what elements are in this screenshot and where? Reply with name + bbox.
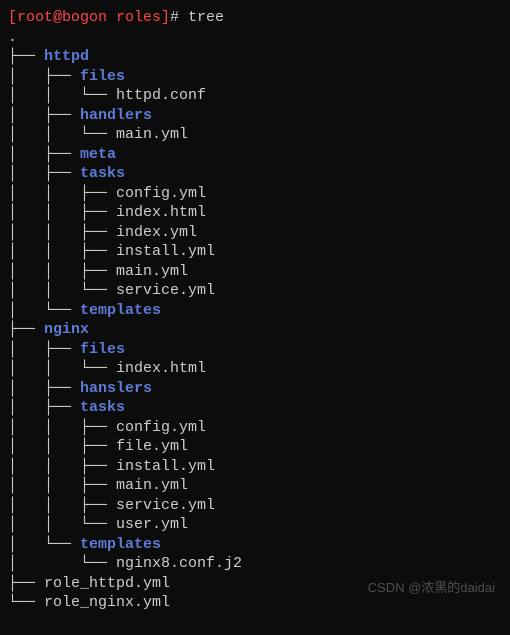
tree-row: │ └── templates	[8, 301, 502, 321]
dir-name: nginx	[44, 321, 89, 338]
tree-branch: │ └──	[8, 555, 116, 572]
tree-branch: │ ├──	[8, 146, 80, 163]
tree-row: │ │ ├── index.yml	[8, 223, 502, 243]
tree-branch: │ └──	[8, 302, 80, 319]
tree-row: │ │ ├── service.yml	[8, 496, 502, 516]
tree-branch: │ │ ├──	[8, 438, 116, 455]
tree-branch: │ │ └──	[8, 360, 116, 377]
tree-row: ├── nginx	[8, 320, 502, 340]
file-name: config.yml	[116, 185, 206, 202]
tree-row: │ │ ├── main.yml	[8, 262, 502, 282]
tree-row: │ │ ├── install.yml	[8, 457, 502, 477]
tree-branch: ├──	[8, 575, 44, 592]
dir-name: templates	[80, 302, 161, 319]
tree-branch: │ │ ├──	[8, 185, 116, 202]
file-name: index.yml	[116, 224, 197, 241]
file-name: config.yml	[116, 419, 206, 436]
tree-row: │ ├── tasks	[8, 164, 502, 184]
tree-branch: │ │ └──	[8, 282, 116, 299]
tree-branch: │ │ ├──	[8, 263, 116, 280]
file-name: install.yml	[116, 458, 215, 475]
tree-branch: │ │ └──	[8, 87, 116, 104]
tree-row: │ │ ├── install.yml	[8, 242, 502, 262]
tree-branch: └──	[8, 594, 44, 611]
tree-row: │ └── nginx8.conf.j2	[8, 554, 502, 574]
tree-branch: │ ├──	[8, 107, 80, 124]
tree-branch: ├──	[8, 321, 44, 338]
terminal: [root@bogon roles]# tree . ├── httpd│ ├─…	[8, 8, 502, 613]
file-name: install.yml	[116, 243, 215, 260]
file-name: role_nginx.yml	[44, 594, 170, 611]
tree-branch: │ │ ├──	[8, 224, 116, 241]
tree-branch: │ │ ├──	[8, 458, 116, 475]
tree-row: │ │ ├── main.yml	[8, 476, 502, 496]
dir-name: hanslers	[80, 380, 152, 397]
file-name: index.html	[116, 204, 206, 221]
tree-row: │ ├── handlers	[8, 106, 502, 126]
file-name: httpd.conf	[116, 87, 206, 104]
tree-branch: │ ├──	[8, 165, 80, 182]
tree-row: │ │ └── user.yml	[8, 515, 502, 535]
tree-row: │ │ └── index.html	[8, 359, 502, 379]
tree-branch: │ ├──	[8, 68, 80, 85]
file-name: nginx8.conf.j2	[116, 555, 242, 572]
tree-row: │ │ └── httpd.conf	[8, 86, 502, 106]
prompt-user-host: [root@bogon roles]	[8, 9, 170, 26]
tree-row: │ │ └── main.yml	[8, 125, 502, 145]
tree-branch: │ │ └──	[8, 126, 116, 143]
tree-row: │ ├── files	[8, 340, 502, 360]
tree-row: ├── role_httpd.yml	[8, 574, 502, 594]
dir-name: handlers	[80, 107, 152, 124]
tree-branch: │ ├──	[8, 380, 80, 397]
file-name: service.yml	[116, 497, 215, 514]
dir-name: meta	[80, 146, 116, 163]
file-name: file.yml	[116, 438, 188, 455]
tree-branch: │ ├──	[8, 399, 80, 416]
tree-branch: │ │ ├──	[8, 419, 116, 436]
tree-row: │ │ ├── config.yml	[8, 184, 502, 204]
file-name: main.yml	[116, 477, 188, 494]
dir-name: tasks	[80, 165, 125, 182]
tree-row: │ │ └── service.yml	[8, 281, 502, 301]
file-name: user.yml	[116, 516, 188, 533]
tree-branch: │ ├──	[8, 341, 80, 358]
tree-branch: │ │ ├──	[8, 243, 116, 260]
tree-output: ├── httpd│ ├── files│ │ └── httpd.conf│ …	[8, 47, 502, 613]
dir-name: tasks	[80, 399, 125, 416]
tree-row: │ ├── meta	[8, 145, 502, 165]
prompt-line: [root@bogon roles]# tree	[8, 8, 502, 28]
tree-row: │ ├── files	[8, 67, 502, 87]
file-name: service.yml	[116, 282, 215, 299]
tree-row: ├── httpd	[8, 47, 502, 67]
tree-row: │ │ ├── file.yml	[8, 437, 502, 457]
tree-root: .	[8, 28, 502, 48]
tree-row: │ │ ├── config.yml	[8, 418, 502, 438]
tree-branch: ├──	[8, 48, 44, 65]
tree-branch: │ │ └──	[8, 516, 116, 533]
tree-branch: │ │ ├──	[8, 204, 116, 221]
file-name: main.yml	[116, 126, 188, 143]
file-name: index.html	[116, 360, 206, 377]
dir-name: files	[80, 68, 125, 85]
tree-row: │ │ ├── index.html	[8, 203, 502, 223]
tree-row: │ ├── tasks	[8, 398, 502, 418]
tree-branch: │ └──	[8, 536, 80, 553]
tree-branch: │ │ ├──	[8, 477, 116, 494]
dir-name: httpd	[44, 48, 89, 65]
file-name: role_httpd.yml	[44, 575, 170, 592]
dir-name: templates	[80, 536, 161, 553]
tree-row: │ ├── hanslers	[8, 379, 502, 399]
tree-branch: │ │ ├──	[8, 497, 116, 514]
tree-row: └── role_nginx.yml	[8, 593, 502, 613]
dir-name: files	[80, 341, 125, 358]
tree-row: │ └── templates	[8, 535, 502, 555]
file-name: main.yml	[116, 263, 188, 280]
prompt-symbol: #	[170, 9, 188, 26]
command: tree	[188, 9, 224, 26]
